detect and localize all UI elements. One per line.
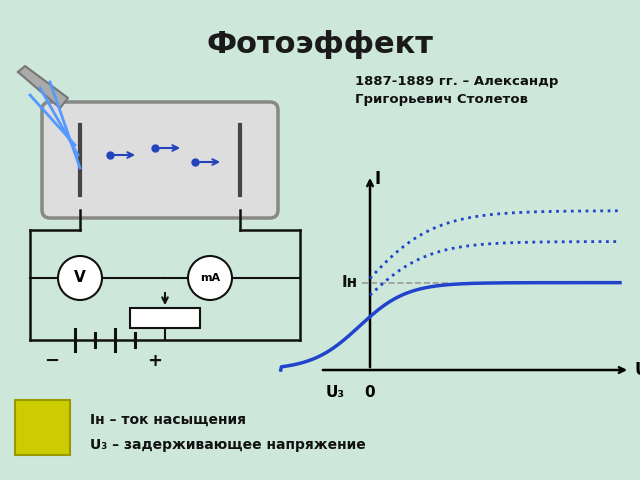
- Text: U₃ – задерживающее напряжение: U₃ – задерживающее напряжение: [90, 438, 365, 452]
- Text: V: V: [74, 271, 86, 286]
- FancyBboxPatch shape: [42, 102, 278, 218]
- Text: I: I: [374, 170, 380, 188]
- Circle shape: [188, 256, 232, 300]
- Text: mA: mA: [200, 273, 220, 283]
- Polygon shape: [18, 66, 68, 108]
- Text: 1887-1889 гг. – Александр
Григорьевич Столетов: 1887-1889 гг. – Александр Григорьевич Ст…: [355, 75, 558, 106]
- Text: −: −: [44, 352, 60, 370]
- Bar: [15, 400, 70, 455]
- Text: Фотоэффект: Фотоэффект: [207, 30, 433, 59]
- Bar: [130, 308, 200, 328]
- Text: +: +: [147, 352, 163, 370]
- Text: Iн: Iн: [342, 275, 358, 290]
- Text: Iн – ток насыщения: Iн – ток насыщения: [90, 413, 246, 427]
- Text: U: U: [635, 361, 640, 379]
- Text: U₃: U₃: [325, 385, 344, 400]
- Circle shape: [58, 256, 102, 300]
- Text: 0: 0: [365, 385, 375, 400]
